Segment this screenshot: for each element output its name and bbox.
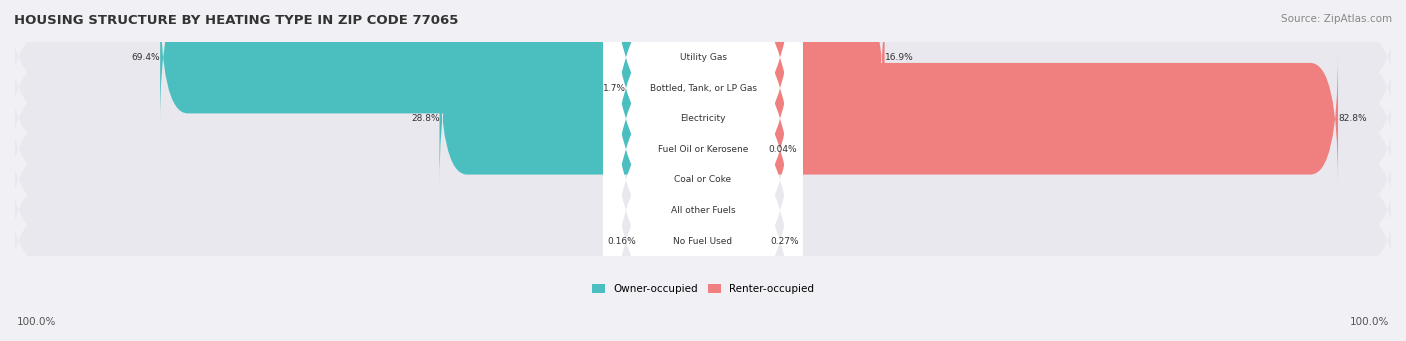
- FancyBboxPatch shape: [741, 83, 775, 216]
- FancyBboxPatch shape: [440, 52, 658, 185]
- Text: Coal or Coke: Coal or Coke: [675, 175, 731, 184]
- FancyBboxPatch shape: [1, 0, 1405, 248]
- Text: HOUSING STRUCTURE BY HEATING TYPE IN ZIP CODE 77065: HOUSING STRUCTURE BY HEATING TYPE IN ZIP…: [14, 14, 458, 27]
- Text: 1.7%: 1.7%: [603, 84, 626, 93]
- FancyBboxPatch shape: [603, 0, 803, 341]
- Text: Fuel Oil or Kerosene: Fuel Oil or Kerosene: [658, 145, 748, 154]
- FancyBboxPatch shape: [1, 49, 1405, 341]
- FancyBboxPatch shape: [748, 0, 884, 124]
- FancyBboxPatch shape: [603, 0, 803, 338]
- Text: 28.8%: 28.8%: [411, 114, 440, 123]
- FancyBboxPatch shape: [603, 0, 803, 341]
- FancyBboxPatch shape: [1, 0, 1405, 279]
- Legend: Owner-occupied, Renter-occupied: Owner-occupied, Renter-occupied: [588, 280, 818, 298]
- FancyBboxPatch shape: [603, 0, 803, 341]
- Text: 100.0%: 100.0%: [17, 317, 56, 327]
- FancyBboxPatch shape: [1, 80, 1405, 341]
- Text: 0.04%: 0.04%: [769, 145, 797, 154]
- FancyBboxPatch shape: [742, 175, 775, 308]
- FancyBboxPatch shape: [603, 0, 803, 341]
- Text: All other Fuels: All other Fuels: [671, 206, 735, 215]
- Text: 16.9%: 16.9%: [884, 53, 914, 62]
- FancyBboxPatch shape: [1, 0, 1405, 309]
- FancyBboxPatch shape: [603, 0, 803, 308]
- FancyBboxPatch shape: [631, 175, 664, 308]
- FancyBboxPatch shape: [160, 0, 658, 124]
- Text: Bottled, Tank, or LP Gas: Bottled, Tank, or LP Gas: [650, 84, 756, 93]
- FancyBboxPatch shape: [626, 21, 658, 155]
- Text: 0.16%: 0.16%: [607, 237, 637, 246]
- FancyBboxPatch shape: [1, 0, 1405, 218]
- Text: Source: ZipAtlas.com: Source: ZipAtlas.com: [1281, 14, 1392, 24]
- FancyBboxPatch shape: [603, 0, 803, 341]
- Text: 69.4%: 69.4%: [132, 53, 160, 62]
- Text: 82.8%: 82.8%: [1339, 114, 1367, 123]
- Text: No Fuel Used: No Fuel Used: [673, 237, 733, 246]
- FancyBboxPatch shape: [1, 18, 1405, 340]
- Text: 0.27%: 0.27%: [770, 237, 799, 246]
- FancyBboxPatch shape: [748, 52, 1339, 185]
- Text: Utility Gas: Utility Gas: [679, 53, 727, 62]
- Text: 100.0%: 100.0%: [1350, 317, 1389, 327]
- Text: Electricity: Electricity: [681, 114, 725, 123]
